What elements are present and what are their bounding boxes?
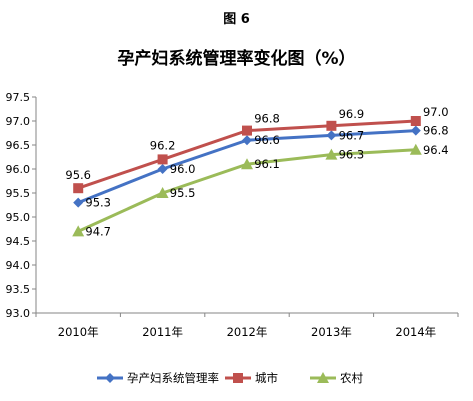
- data-point-marker: [157, 154, 168, 165]
- data-point-marker: [325, 148, 338, 160]
- x-tick-label: 2010年: [58, 325, 99, 339]
- data-point-marker: [242, 135, 252, 146]
- data-label: 95.3: [85, 196, 111, 210]
- y-tick-label: 94.5: [6, 235, 31, 248]
- data-point-marker: [326, 120, 337, 131]
- data-label: 97.0: [423, 105, 449, 119]
- data-point-marker: [410, 125, 421, 136]
- data-label: 94.7: [85, 224, 111, 238]
- data-point-marker: [409, 143, 422, 155]
- legend-label: 孕产妇系统管理率: [127, 371, 219, 385]
- data-label: 95.6: [65, 168, 91, 182]
- data-label: 95.5: [170, 186, 196, 200]
- data-label: 96.3: [339, 148, 365, 162]
- legend-swatch-marker: [233, 373, 243, 383]
- chart-title: 孕产妇系统管理率变化图（%）: [117, 49, 356, 69]
- data-point-marker: [242, 125, 252, 136]
- data-label: 96.8: [423, 124, 449, 138]
- data-label: 96.7: [339, 128, 365, 142]
- x-tick-label: 2012年: [227, 325, 268, 339]
- legend-swatch-marker: [317, 372, 329, 383]
- data-point-marker: [73, 183, 84, 194]
- y-tick-label: 96.5: [6, 139, 31, 152]
- y-tick-label: 95.5: [6, 187, 31, 200]
- data-label: 96.4: [423, 143, 449, 157]
- legend-swatch-marker: [105, 373, 115, 383]
- y-tick-label: 96.0: [6, 163, 31, 176]
- data-point-marker: [73, 197, 84, 208]
- data-point-marker: [241, 158, 253, 170]
- data-label: 96.2: [150, 138, 176, 152]
- y-tick-label: 93.0: [6, 307, 31, 320]
- x-tick-label: 2014年: [395, 325, 436, 339]
- y-tick-label: 94.0: [6, 259, 31, 272]
- data-point-marker: [326, 130, 337, 141]
- data-label: 96.1: [254, 157, 280, 171]
- legend-label: 农村: [340, 371, 363, 385]
- y-tick-label: 93.5: [6, 283, 31, 296]
- y-tick-label: 97.0: [6, 115, 31, 128]
- x-tick-label: 2013年: [311, 325, 352, 339]
- data-label: 96.6: [254, 133, 280, 147]
- data-label: 96.0: [170, 162, 196, 176]
- data-label: 96.9: [339, 107, 365, 121]
- y-tick-label: 95.0: [6, 211, 31, 224]
- data-point-marker: [156, 187, 169, 198]
- data-label: 96.8: [254, 112, 280, 126]
- data-point-marker: [410, 116, 421, 126]
- data-point-marker: [72, 225, 85, 237]
- y-tick-label: 97.5: [6, 91, 31, 104]
- legend-label: 城市: [255, 371, 278, 385]
- data-point-marker: [157, 164, 168, 174]
- figure-label: 图 6: [223, 12, 250, 27]
- x-tick-label: 2011年: [142, 325, 183, 339]
